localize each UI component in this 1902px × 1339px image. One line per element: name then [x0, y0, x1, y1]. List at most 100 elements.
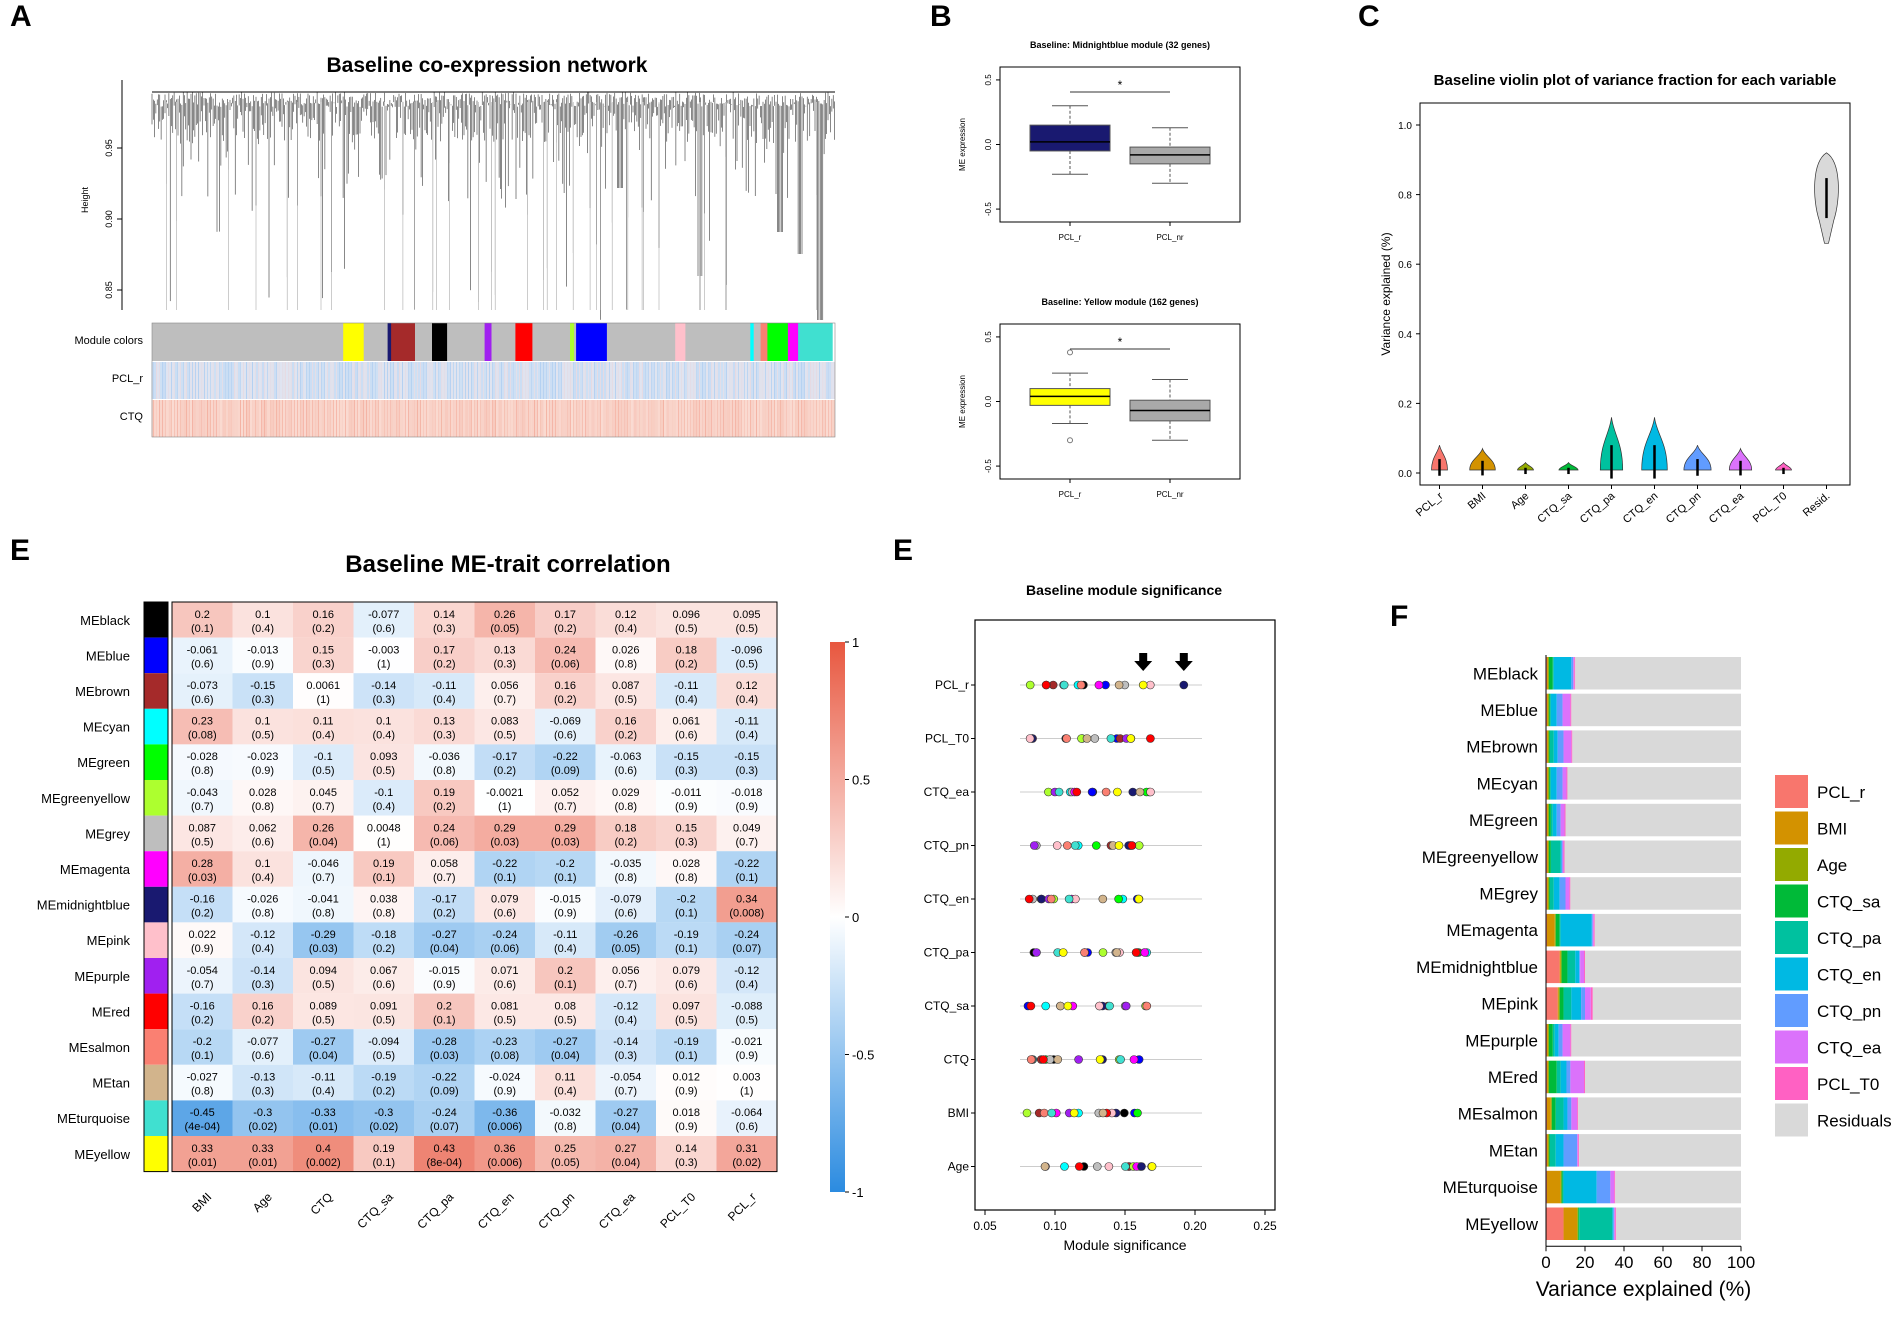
- variance-segment: [1546, 1097, 1551, 1130]
- arrow-icon: [1174, 653, 1193, 671]
- cell-p: (0.9): [675, 1121, 698, 1133]
- heatmap-cell: [172, 815, 233, 852]
- cell-r: 0.13: [494, 644, 515, 656]
- variance-segment: [1569, 877, 1571, 910]
- heatmap-cell: [595, 744, 656, 780]
- variance-segment: [1593, 913, 1595, 947]
- cell-r: -0.3: [374, 1107, 393, 1119]
- heatmap-cell: [595, 708, 656, 745]
- module-color-bar: [152, 323, 833, 361]
- heatmap-row-label: MEturquoise: [57, 1111, 130, 1126]
- cell-p: (0.4): [251, 943, 274, 955]
- cell-p: (0.9): [675, 1086, 698, 1098]
- variance-segment: [1563, 987, 1572, 1020]
- cell-r: -0.079: [610, 894, 641, 906]
- significance-dot: [1140, 948, 1150, 957]
- significance-dot: [1025, 680, 1035, 690]
- cell-p: (1): [377, 658, 390, 670]
- variance-segment: [1548, 1134, 1550, 1167]
- module-swatch: [144, 1136, 168, 1172]
- heatmap-row-label: MEsalmon: [69, 1040, 130, 1055]
- cell-r: 0.029: [612, 787, 640, 799]
- cell-p: (0.3): [372, 694, 395, 706]
- cell-p: (0.05): [551, 1157, 580, 1169]
- cell-p: (0.4): [554, 943, 577, 955]
- significance-dot: [1098, 948, 1108, 957]
- heatmap-cell: [535, 815, 596, 852]
- variance-segment: [1546, 877, 1548, 910]
- cell-p: (0.03): [430, 1050, 459, 1062]
- cell-p: (0.6): [675, 730, 698, 742]
- cell-r: 0.2: [558, 965, 573, 977]
- module-block: [574, 323, 577, 361]
- cell-r: 0.11: [313, 716, 334, 728]
- cell-r: -0.1: [374, 787, 393, 799]
- cell-r: 0.097: [672, 1000, 700, 1012]
- heatmap-cell: [232, 1136, 293, 1172]
- cell-r: -0.013: [247, 644, 278, 656]
- panel-letter-b: B: [930, 0, 952, 33]
- cell-p: (0.8): [614, 658, 637, 670]
- cell-r: -0.17: [492, 751, 517, 763]
- module-block: [363, 323, 389, 361]
- cell-r: -0.22: [734, 858, 759, 870]
- variance-segment: [1551, 1097, 1556, 1130]
- variance-segment: [1546, 840, 1548, 873]
- cell-r: -0.15: [734, 751, 759, 763]
- legend-label: CTQ_ea: [1817, 1039, 1882, 1058]
- module-swatch: [144, 958, 168, 994]
- significance-dot: [1047, 1108, 1056, 1118]
- cell-p: (0.2): [372, 943, 395, 955]
- cell-p: (0.8): [614, 801, 637, 813]
- violin-xlabel: PCL_r: [1414, 490, 1446, 519]
- violin-xlabel: Age: [1509, 490, 1532, 512]
- significance-dot: [1142, 1001, 1152, 1011]
- cell-r: -0.0021: [486, 787, 523, 799]
- cell-p: (0.5): [312, 1014, 335, 1026]
- significance-dot: [1093, 1162, 1102, 1171]
- heatmap-cell: [656, 851, 717, 887]
- module-block: [685, 323, 751, 361]
- cell-p: (0.7): [433, 872, 456, 884]
- cell-p: (0.3): [433, 623, 456, 635]
- significance-dot: [1131, 948, 1141, 957]
- heatmap-cell: [172, 1064, 233, 1101]
- cell-r: -0.3: [253, 1107, 272, 1119]
- significance-dot: [1041, 680, 1051, 690]
- variance-segment: [1561, 950, 1568, 984]
- significance-dot: [1026, 1001, 1036, 1011]
- cell-p: (0.2): [614, 730, 637, 742]
- significance-dot: [1058, 948, 1068, 957]
- cell-r: 0.079: [672, 965, 700, 977]
- significance-dot: [1147, 1162, 1157, 1171]
- heatmap-cell: [535, 1064, 596, 1101]
- cell-r: -0.026: [247, 894, 278, 906]
- significance-title: Baseline module significance: [1026, 582, 1222, 598]
- heatmap-cell: [293, 637, 354, 674]
- panel-a-title: Baseline co-expression network: [327, 54, 648, 77]
- module-block: [491, 323, 516, 361]
- variance-segment: [1550, 840, 1561, 873]
- cell-r: -0.024: [489, 1072, 520, 1084]
- cell-r: -0.12: [250, 929, 275, 941]
- cell-r: 0.045: [309, 787, 337, 799]
- variance-segment: [1549, 693, 1551, 727]
- variance-xtick: 0: [1541, 1253, 1550, 1272]
- significance-dot: [1090, 734, 1100, 743]
- heatmap-cell: [595, 886, 656, 923]
- variance-segment: [1548, 877, 1550, 910]
- violin-xlabel: CTQ_sa: [1535, 490, 1575, 526]
- heatmap-cell: [474, 1136, 535, 1172]
- panel-letter-e-second: E: [893, 534, 914, 567]
- cell-r: -0.23: [492, 1036, 517, 1048]
- cell-r: 0.1: [376, 716, 391, 728]
- cell-p: (0.7): [312, 872, 335, 884]
- cell-p: (0.006): [487, 1121, 522, 1133]
- heatmap-cell: [595, 637, 656, 674]
- variance-residual: [1567, 767, 1741, 800]
- cell-r: 0.067: [370, 965, 398, 977]
- cell-r: -0.12: [613, 1000, 638, 1012]
- variance-segment: [1557, 987, 1559, 1020]
- significance-trait-label: CTQ_ea: [924, 785, 970, 799]
- heatmap-cell: [232, 780, 293, 816]
